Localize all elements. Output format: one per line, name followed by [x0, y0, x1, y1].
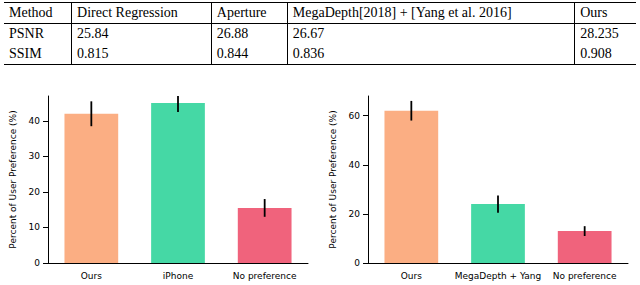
- html-text:Method: Method: [9, 5, 53, 20]
- html-text:SSIM: SSIM: [9, 46, 42, 61]
- html-text:Ours: Ours: [580, 5, 608, 20]
- svg-text:40: 40: [349, 160, 361, 170]
- html-text:25.84: 25.84: [77, 26, 109, 41]
- svg-text:MegaDepth + Yang: MegaDepth + Yang: [455, 271, 541, 281]
- svg-text:Percent of User Preference (%): Percent of User Preference (%): [8, 110, 18, 248]
- svg-text:Ours: Ours: [81, 271, 102, 281]
- html-text:0.844: 0.844: [216, 46, 249, 61]
- svg-text:No preference: No preference: [553, 271, 617, 281]
- svg-text:20: 20: [349, 209, 361, 219]
- html-text:0.815: 0.815: [77, 46, 109, 61]
- svg-text:Ours: Ours: [401, 271, 422, 281]
- svg-text:0: 0: [354, 258, 360, 268]
- html-text:26.88: 26.88: [216, 26, 249, 41]
- svg-text:60: 60: [349, 111, 361, 121]
- html-text:0.836: 0.836: [292, 46, 325, 61]
- html-text:28.235: 28.235: [580, 26, 619, 41]
- svg-text:0: 0: [34, 258, 40, 268]
- svg-text:20: 20: [29, 187, 41, 197]
- html-text:26.67: 26.67: [292, 26, 325, 41]
- svg-text:Percent of User Preference (%): Percent of User Preference (%): [328, 110, 338, 248]
- html-text:0.908: 0.908: [580, 46, 612, 61]
- html-text:MegaDepth[2018] + [Yang et al.: MegaDepth[2018] + [Yang et al. 2016]: [292, 5, 512, 20]
- html-text:Aperture: Aperture: [216, 5, 267, 20]
- svg-text:30: 30: [29, 151, 41, 161]
- svg-text:10: 10: [29, 222, 41, 232]
- svg-text:40: 40: [29, 116, 41, 126]
- html-text:Direct Regression: Direct Regression: [77, 5, 178, 20]
- html-text:PSNR: PSNR: [9, 26, 44, 41]
- svg-text:No preference: No preference: [233, 271, 297, 281]
- svg-text:iPhone: iPhone: [163, 271, 194, 281]
